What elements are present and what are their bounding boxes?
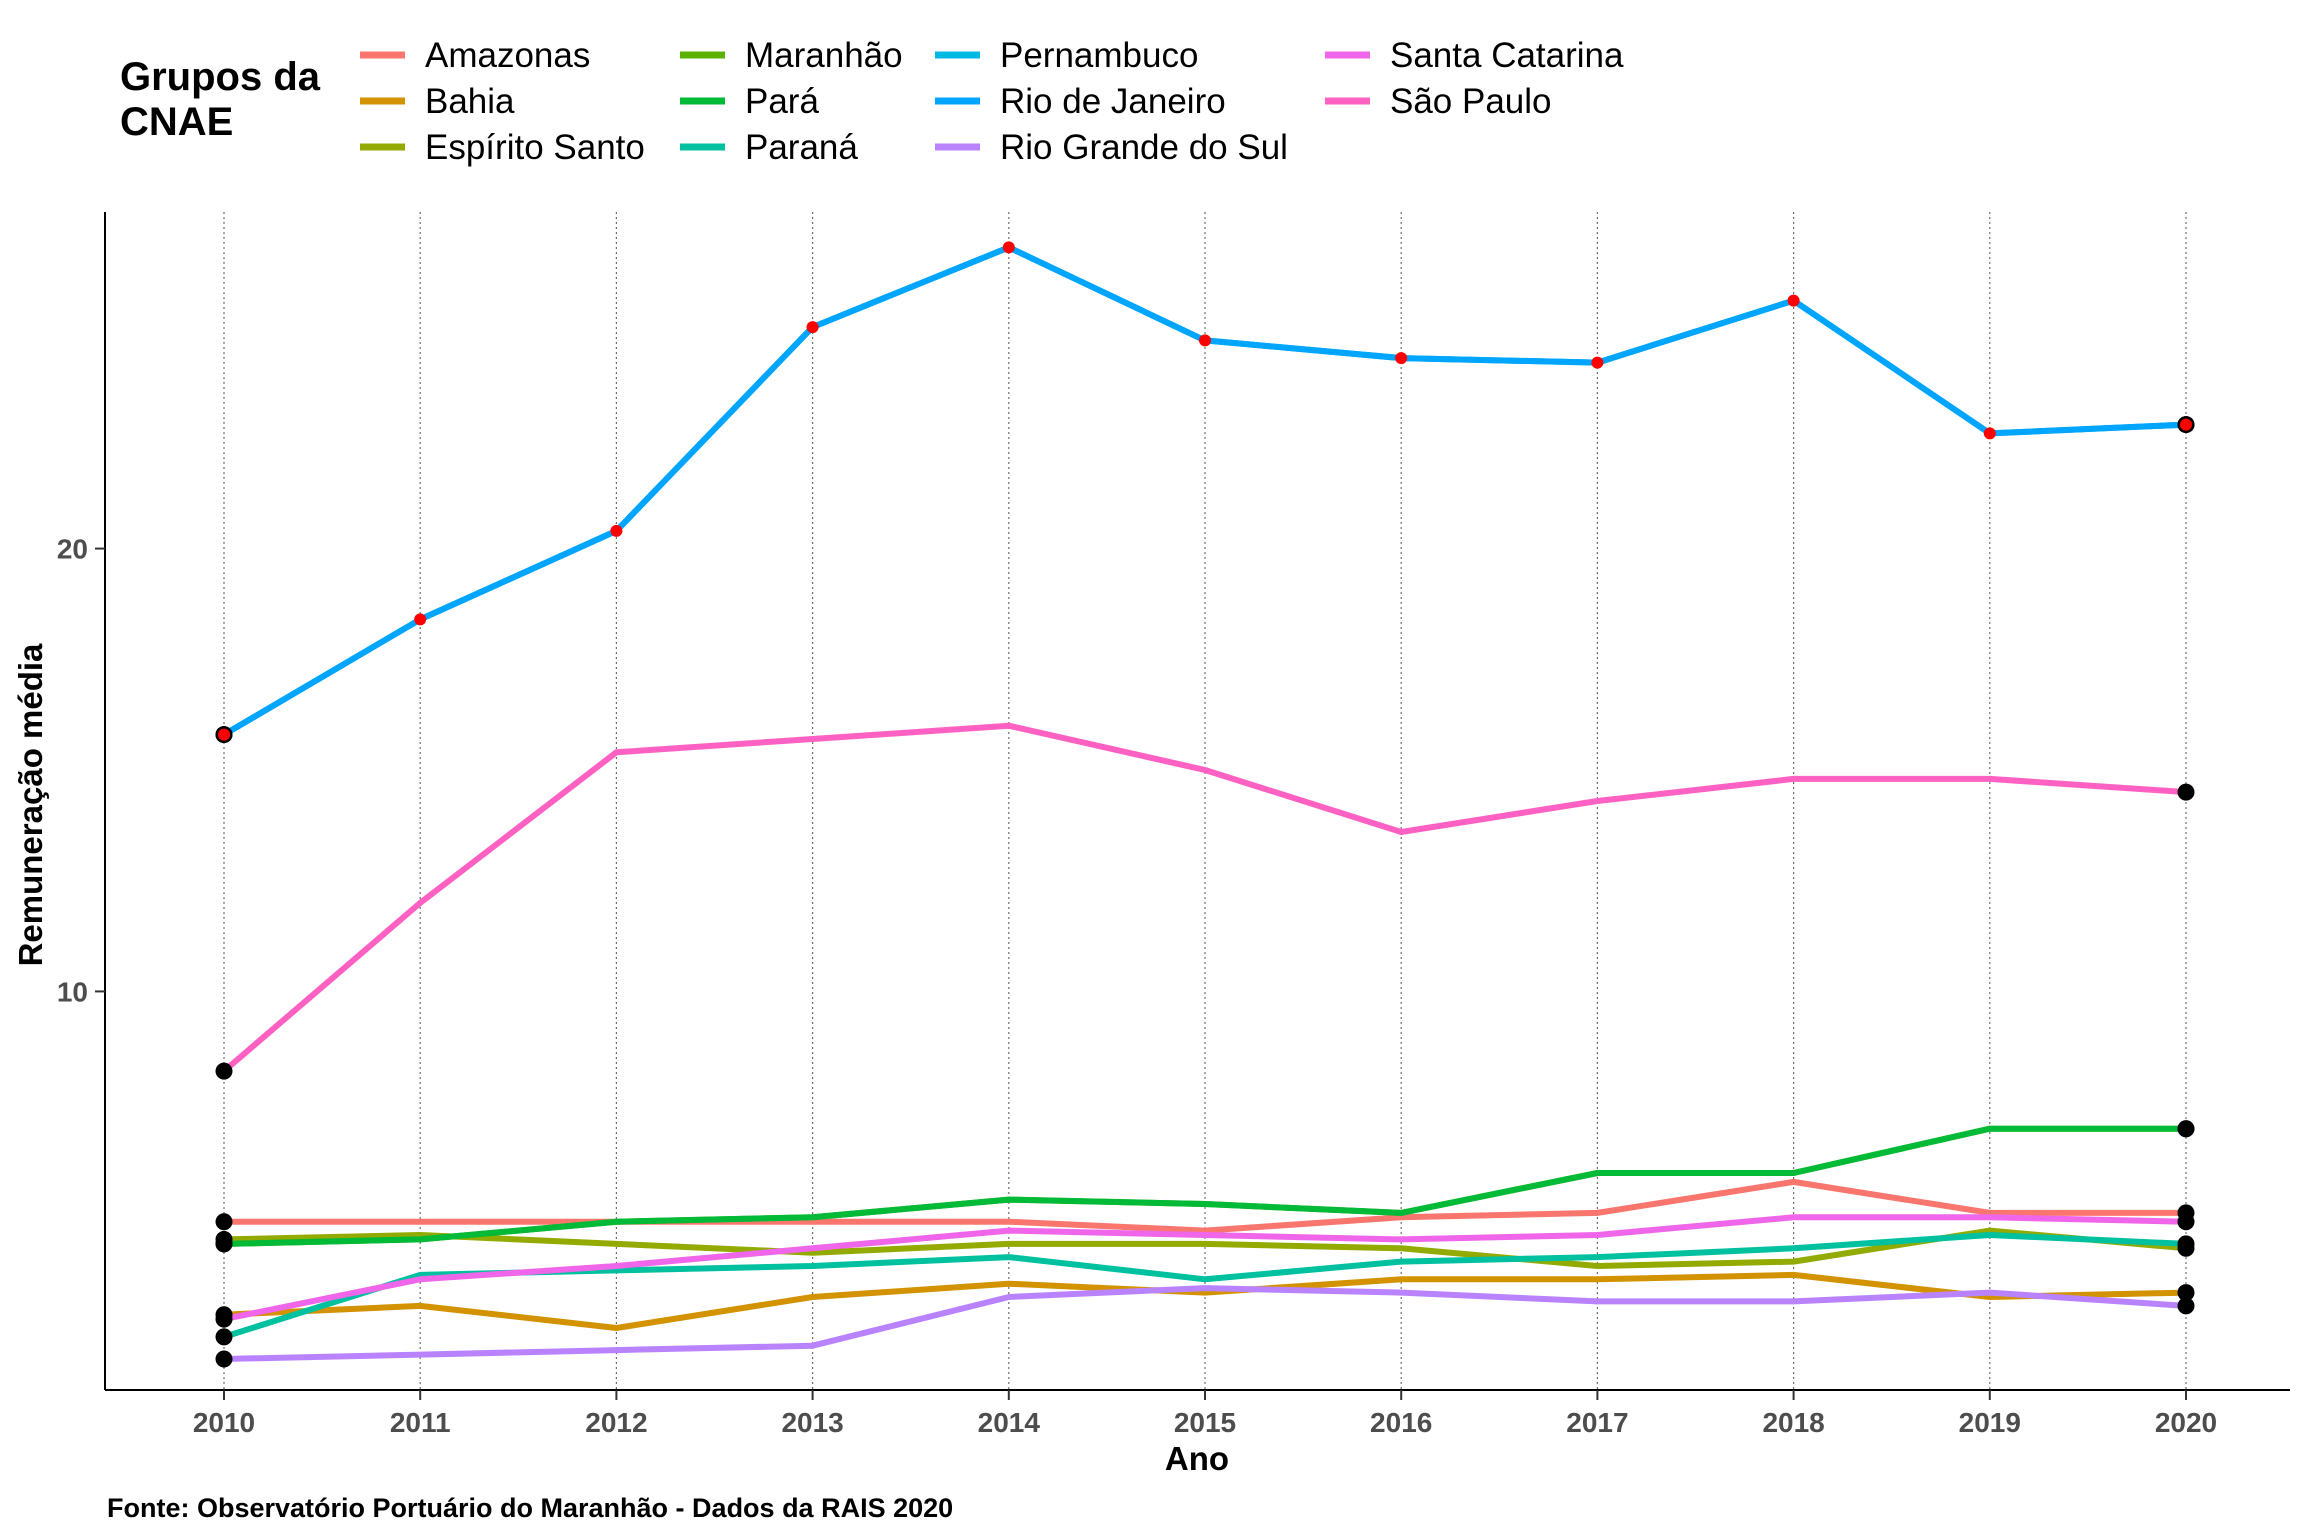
x-tick-label: 2012 [585,1407,647,1438]
legend-item: Paraná [680,128,858,167]
endpoint-marker [2177,1284,2195,1302]
x-tick-label: 2011 [390,1407,451,1438]
legend-item: Pernambuco [935,36,1198,75]
data-point [414,613,427,626]
legend-title: Grupos da CNAE [120,55,321,144]
legend-label: Pernambuco [1000,36,1198,75]
series-line [221,1285,2189,1362]
data-points [215,241,2195,1368]
legend-label: Amazonas [425,36,590,75]
endpoint-marker [215,1062,233,1080]
legend-item: Espírito Santo [360,128,645,167]
x-tick-label: 2020 [2155,1407,2217,1438]
legend-label: Rio de Janeiro [1000,82,1226,121]
y-tick-label: 20 [57,534,88,565]
series-line [221,244,2189,738]
legend-label: Maranhão [745,36,903,75]
legend-item: São Paulo [1325,82,1552,121]
legend-title-line: CNAE [120,100,233,144]
legend-label: Bahia [425,82,515,121]
data-point [2180,418,2192,431]
legend-label: São Paulo [1390,82,1552,121]
legend-item: Bahia [360,82,515,121]
series-line [221,1178,2189,1234]
endpoint-marker [215,1213,233,1231]
x-tick-label: 2017 [1566,1407,1628,1438]
data-point [1591,356,1604,369]
gridlines [223,212,2187,1390]
series-line [221,244,2189,738]
legend-item: Rio de Janeiro [935,82,1226,121]
data-point [806,321,819,334]
endpoint-marker [215,1350,233,1368]
legend-item: Maranhão [680,36,903,75]
x-tick-label: 2010 [193,1407,255,1438]
x-tick-label: 2015 [1174,1407,1236,1438]
endpoint-marker [2177,1235,2195,1253]
legend-item: Rio Grande do Sul [935,128,1288,167]
tick-labels: 2010 2011 2012 2013 2014 2015 2016 2017 2018 2019… [57,534,2217,1438]
x-tick-label: 2016 [1370,1407,1432,1438]
series-line [221,1125,2189,1247]
axes [104,212,2290,1391]
series-lines [221,244,2189,1362]
legend-title-line: Grupos da [120,55,321,99]
x-tick-label: 2019 [1959,1407,2021,1438]
legend-label: Paraná [745,128,858,167]
endpoint-marker [215,1235,233,1253]
endpoint-marker [215,1310,233,1328]
series-line [221,1271,2189,1331]
data-point [1199,334,1211,347]
data-point [1395,352,1408,365]
legend-label: Pará [745,82,819,121]
legend-item: Pará [680,82,819,121]
legend-item: Amazonas [360,36,590,75]
x-tick-label: 2014 [978,1407,1041,1438]
data-point [1002,241,1015,254]
data-point [218,728,230,741]
data-point [610,524,623,537]
endpoint-marker [2177,1297,2195,1315]
x-tick-label: 2018 [1762,1407,1824,1438]
series-line [221,1125,2189,1247]
data-point [1983,427,1996,440]
legend-label: Espírito Santo [425,128,645,167]
y-tick-label: 10 [57,976,88,1007]
legend: Grupos da CNAE Amazonas Bahia Espírito Sant… [120,36,1624,167]
endpoint-marker [2177,783,2195,801]
endpoint-marker [2177,1213,2195,1231]
legend-label: Santa Catarina [1390,36,1624,75]
x-tick-label: 2013 [781,1407,843,1438]
series-line [221,1214,2189,1323]
series-line [221,1227,2189,1269]
legend-label: Rio Grande do Sul [1000,128,1288,167]
data-point [1787,294,1800,307]
series-line [221,722,2189,1075]
endpoint-marker [215,1328,233,1346]
y-axis-title: Remuneração média [12,643,49,966]
endpoint-marker [2177,1120,2195,1138]
x-axis-title: Ano [1165,1440,1229,1477]
legend-item: Santa Catarina [1325,36,1624,75]
source-caption: Fonte: Observatório Portuário do Maranhã… [107,1493,953,1523]
